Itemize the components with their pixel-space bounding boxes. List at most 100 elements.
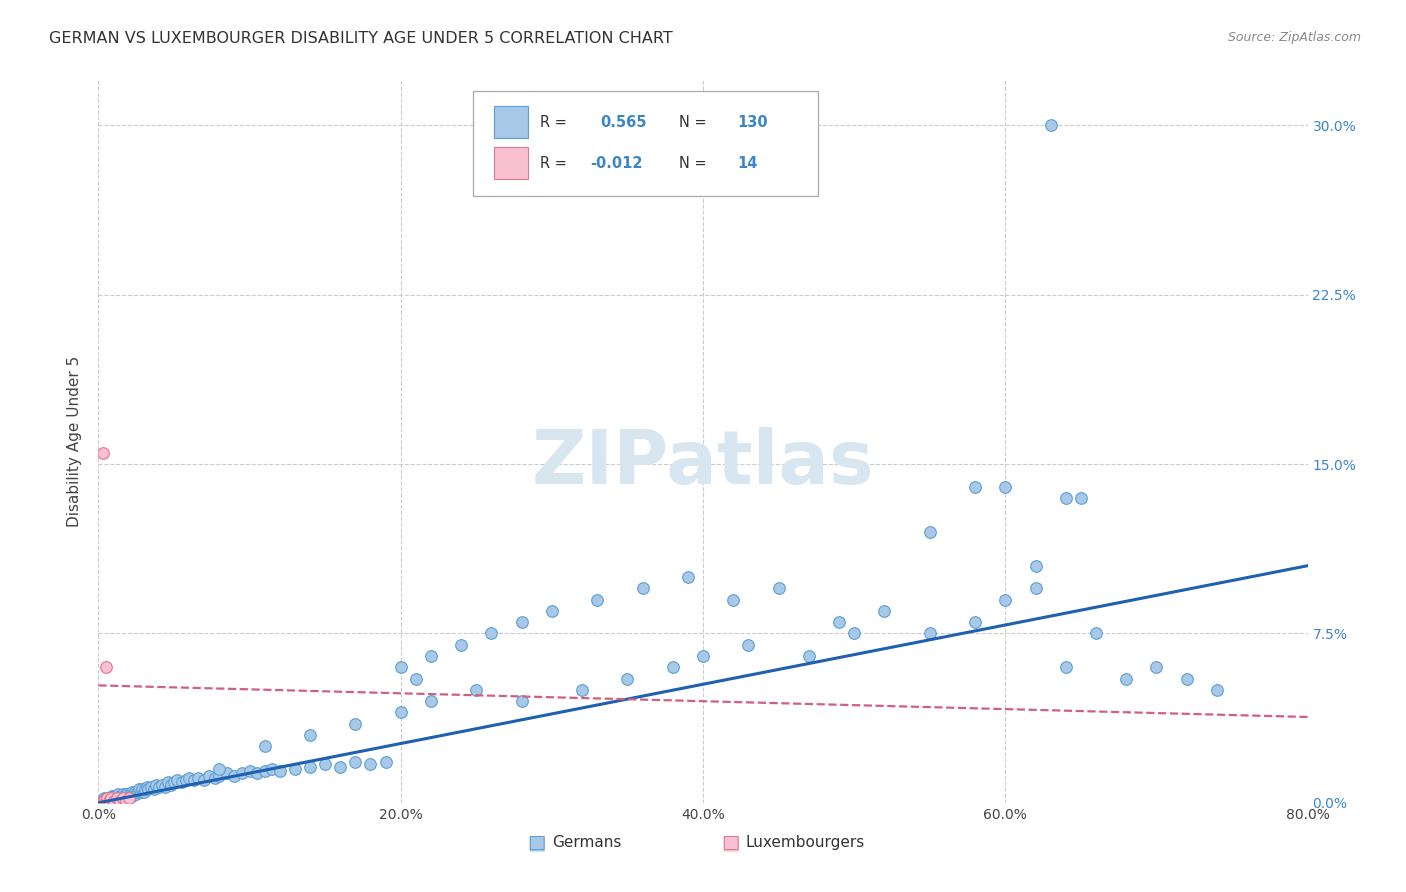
Point bbox=[110, 789, 132, 803]
Point bbox=[187, 771, 209, 785]
Point bbox=[105, 791, 128, 805]
Point bbox=[107, 787, 129, 801]
Point bbox=[129, 784, 152, 798]
Point bbox=[145, 778, 167, 792]
Point bbox=[98, 791, 121, 805]
Point bbox=[246, 766, 269, 780]
Point bbox=[389, 706, 412, 720]
Bar bbox=[494, 147, 527, 179]
Point bbox=[105, 791, 128, 805]
Point bbox=[1024, 558, 1046, 573]
Point bbox=[360, 757, 382, 772]
Point bbox=[121, 784, 143, 798]
Point bbox=[156, 775, 179, 789]
Point bbox=[98, 793, 121, 807]
Point bbox=[231, 766, 253, 780]
Point bbox=[1039, 119, 1062, 133]
Point bbox=[122, 787, 145, 801]
Point bbox=[150, 778, 173, 792]
Point bbox=[94, 791, 117, 805]
Text: ■: ■ bbox=[721, 833, 740, 852]
Point bbox=[96, 791, 118, 805]
Point bbox=[994, 480, 1017, 494]
Point bbox=[1024, 582, 1046, 596]
Point bbox=[143, 782, 166, 797]
Point bbox=[374, 755, 396, 769]
Point bbox=[134, 782, 156, 797]
Point bbox=[111, 789, 134, 803]
Point bbox=[132, 784, 155, 798]
Point bbox=[121, 789, 143, 803]
Point bbox=[94, 793, 117, 807]
Point bbox=[692, 648, 714, 663]
Point bbox=[120, 787, 142, 801]
Point bbox=[115, 787, 138, 801]
Point bbox=[148, 780, 170, 794]
Point bbox=[105, 789, 128, 803]
Point bbox=[540, 604, 562, 618]
Point bbox=[994, 592, 1017, 607]
Point bbox=[1085, 626, 1108, 640]
Point bbox=[768, 582, 790, 596]
Point bbox=[329, 760, 352, 774]
Point bbox=[107, 791, 129, 805]
Point bbox=[1175, 672, 1198, 686]
Point bbox=[131, 782, 153, 797]
Point bbox=[96, 793, 118, 807]
Point bbox=[91, 446, 114, 460]
Text: ■: ■ bbox=[527, 833, 546, 852]
Point bbox=[239, 764, 262, 779]
Point bbox=[104, 793, 127, 807]
Point bbox=[389, 660, 412, 674]
Point bbox=[204, 771, 226, 785]
Point bbox=[118, 789, 141, 803]
Text: Germans: Germans bbox=[551, 835, 621, 850]
Point bbox=[420, 694, 443, 708]
Point bbox=[405, 672, 427, 686]
Point bbox=[108, 791, 131, 805]
Point bbox=[135, 780, 157, 794]
Point bbox=[100, 791, 122, 805]
Point bbox=[108, 789, 131, 803]
Point bbox=[114, 793, 136, 807]
Point bbox=[616, 672, 638, 686]
Point bbox=[103, 789, 125, 803]
Point bbox=[571, 682, 593, 697]
Point bbox=[94, 793, 117, 807]
Text: N =: N = bbox=[679, 115, 706, 129]
Point bbox=[94, 660, 117, 674]
Point bbox=[844, 626, 866, 640]
Text: N =: N = bbox=[679, 156, 706, 171]
Point bbox=[183, 773, 205, 788]
Point bbox=[253, 764, 276, 779]
Point bbox=[314, 757, 336, 772]
Point bbox=[797, 648, 820, 663]
Point bbox=[160, 778, 183, 792]
Point bbox=[1054, 660, 1077, 674]
Point bbox=[299, 760, 322, 774]
Text: □: □ bbox=[721, 833, 740, 852]
Text: 0.565: 0.565 bbox=[600, 115, 647, 129]
Point bbox=[103, 793, 125, 807]
Point bbox=[873, 604, 896, 618]
Text: Luxembourgers: Luxembourgers bbox=[745, 835, 865, 850]
Text: □: □ bbox=[527, 833, 546, 852]
Point bbox=[101, 793, 124, 807]
Point bbox=[93, 793, 115, 807]
Point bbox=[481, 626, 503, 640]
Point bbox=[153, 780, 176, 794]
Point bbox=[100, 793, 122, 807]
Point bbox=[127, 784, 149, 798]
Point bbox=[91, 793, 114, 807]
Point bbox=[111, 787, 134, 801]
Point bbox=[136, 782, 159, 797]
Point bbox=[1206, 682, 1229, 697]
Point bbox=[170, 775, 193, 789]
Y-axis label: Disability Age Under 5: Disability Age Under 5 bbox=[67, 356, 83, 527]
Point bbox=[918, 524, 941, 539]
Point bbox=[114, 791, 136, 805]
Text: 130: 130 bbox=[737, 115, 768, 129]
Point bbox=[100, 791, 122, 805]
Point bbox=[125, 787, 148, 801]
Point bbox=[166, 773, 188, 788]
